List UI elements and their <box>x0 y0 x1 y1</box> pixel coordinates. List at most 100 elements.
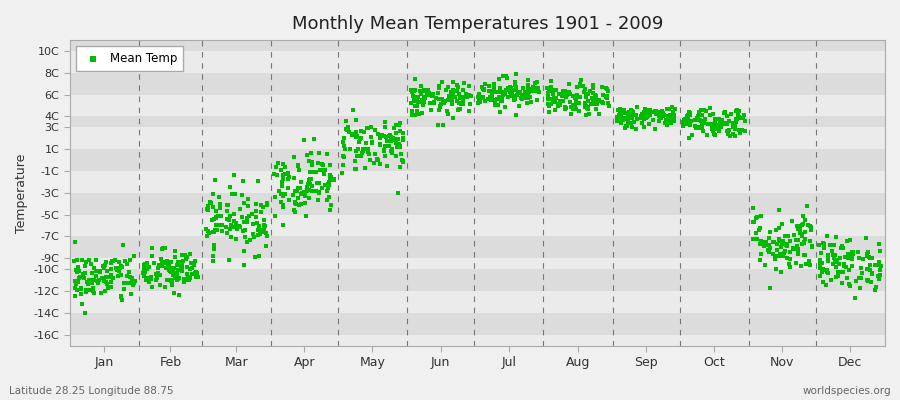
Mean Temp <box>580 91 595 97</box>
Mean Temp <box>564 104 579 110</box>
Mean Temp <box>151 261 166 268</box>
Mean Temp <box>175 262 189 269</box>
Mean Temp <box>542 88 556 94</box>
Mean Temp <box>568 94 582 101</box>
Mean Temp <box>155 262 169 269</box>
Mean Temp <box>256 217 271 223</box>
Mean Temp <box>730 106 744 113</box>
Mean Temp <box>257 226 272 232</box>
Y-axis label: Temperature: Temperature <box>15 153 28 232</box>
Mean Temp <box>207 216 221 222</box>
Mean Temp <box>861 254 876 260</box>
Mean Temp <box>140 261 154 268</box>
Mean Temp <box>860 266 875 273</box>
Mean Temp <box>803 262 817 268</box>
Mean Temp <box>171 259 185 265</box>
Mean Temp <box>223 226 238 232</box>
Mean Temp <box>833 245 848 251</box>
Mean Temp <box>117 286 131 292</box>
Mean Temp <box>860 276 875 283</box>
Mean Temp <box>833 255 848 261</box>
Mean Temp <box>449 88 464 94</box>
Mean Temp <box>176 252 190 258</box>
Mean Temp <box>862 267 877 273</box>
Mean Temp <box>705 126 719 133</box>
Mean Temp <box>305 162 320 168</box>
Mean Temp <box>770 227 784 234</box>
Mean Temp <box>676 119 690 125</box>
Mean Temp <box>455 87 470 94</box>
Mean Temp <box>634 115 648 121</box>
Mean Temp <box>872 259 886 266</box>
Bar <box>70 73 885 95</box>
Mean Temp <box>716 117 730 123</box>
Mean Temp <box>727 122 742 129</box>
Mean Temp <box>831 273 845 280</box>
Mean Temp <box>163 267 177 273</box>
Mean Temp <box>681 118 696 124</box>
Mean Temp <box>201 228 215 234</box>
Mean Temp <box>140 266 154 272</box>
Mean Temp <box>229 236 243 242</box>
Mean Temp <box>634 112 648 119</box>
Mean Temp <box>100 281 114 288</box>
Mean Temp <box>497 89 511 95</box>
Mean Temp <box>570 94 584 100</box>
Mean Temp <box>322 182 337 188</box>
Mean Temp <box>432 96 446 103</box>
Mean Temp <box>528 80 543 86</box>
Mean Temp <box>237 248 251 255</box>
Mean Temp <box>122 274 137 280</box>
Mean Temp <box>541 92 555 98</box>
Mean Temp <box>519 92 534 98</box>
Mean Temp <box>774 269 788 275</box>
Mean Temp <box>679 120 693 127</box>
Mean Temp <box>642 120 656 127</box>
Mean Temp <box>239 219 254 225</box>
Mean Temp <box>771 238 786 245</box>
Mean Temp <box>71 279 86 285</box>
Mean Temp <box>215 222 230 228</box>
Mean Temp <box>408 95 422 101</box>
Mean Temp <box>787 246 801 252</box>
Mean Temp <box>483 88 498 94</box>
Mean Temp <box>258 230 273 236</box>
Mean Temp <box>616 107 631 113</box>
Mean Temp <box>831 269 845 276</box>
Mean Temp <box>289 201 303 207</box>
Mean Temp <box>873 272 887 278</box>
Mean Temp <box>392 136 406 142</box>
Mean Temp <box>72 275 86 281</box>
Mean Temp <box>720 121 734 127</box>
Mean Temp <box>829 274 843 280</box>
Mean Temp <box>634 110 649 117</box>
Mean Temp <box>569 106 583 113</box>
Mean Temp <box>93 269 107 275</box>
Mean Temp <box>544 101 558 108</box>
Mean Temp <box>298 192 312 198</box>
Mean Temp <box>640 114 654 120</box>
Mean Temp <box>388 137 402 144</box>
Mean Temp <box>393 143 408 150</box>
Mean Temp <box>438 87 453 93</box>
Mean Temp <box>578 85 592 92</box>
Bar <box>70 51 885 73</box>
Mean Temp <box>452 90 466 97</box>
Mean Temp <box>512 103 526 110</box>
Mean Temp <box>553 102 567 108</box>
Mean Temp <box>484 94 499 100</box>
Bar <box>70 269 885 291</box>
Mean Temp <box>791 250 806 256</box>
Mean Temp <box>625 108 639 114</box>
Mean Temp <box>694 106 708 113</box>
Mean Temp <box>504 87 518 93</box>
Mean Temp <box>757 238 771 245</box>
Mean Temp <box>630 116 644 122</box>
Mean Temp <box>312 190 327 197</box>
Mean Temp <box>410 98 424 104</box>
Mean Temp <box>711 122 725 128</box>
Mean Temp <box>311 180 326 186</box>
Mean Temp <box>257 222 272 228</box>
Mean Temp <box>104 272 119 278</box>
Mean Temp <box>779 241 794 248</box>
